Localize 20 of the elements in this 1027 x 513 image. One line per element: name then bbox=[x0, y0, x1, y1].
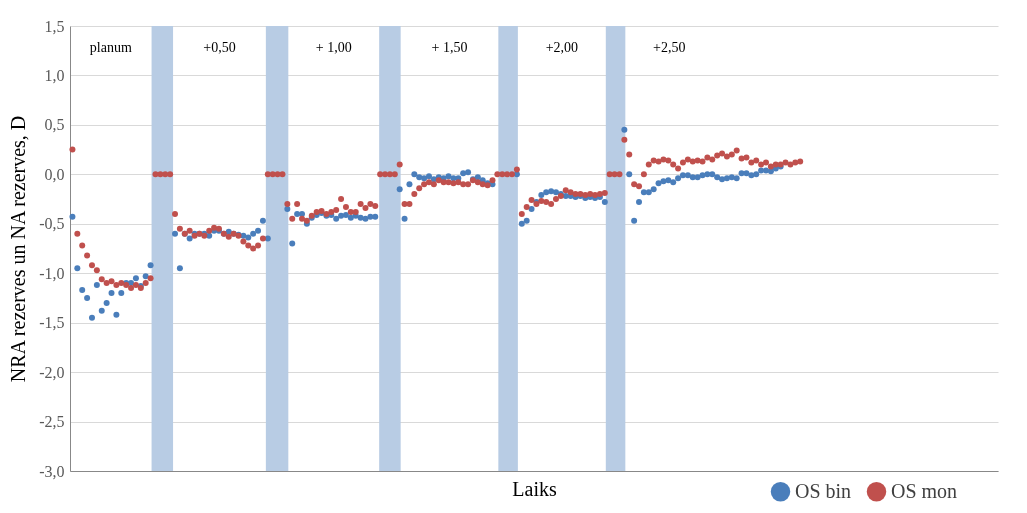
y-tick-label: 1,0 bbox=[44, 66, 65, 84]
legend-label: OS mon bbox=[891, 479, 958, 502]
y-tick-label: 0,0 bbox=[44, 165, 65, 183]
x-axis-title: Laiks bbox=[512, 477, 557, 500]
y-tick-label: -3,0 bbox=[39, 462, 65, 480]
y-tick-label: -2,0 bbox=[39, 363, 65, 381]
annotation: +2,50 bbox=[653, 40, 686, 55]
annotation: + 1,00 bbox=[315, 40, 352, 55]
y-tick-label: -0,5 bbox=[39, 215, 65, 233]
annotation: planum bbox=[89, 40, 132, 55]
annotation: + 1,50 bbox=[431, 40, 468, 55]
legend-label: OS bin bbox=[795, 479, 852, 502]
y-axis-title: NRA rezerves un NA rezerves, D bbox=[7, 115, 30, 383]
y-tick-label: 1,5 bbox=[44, 17, 65, 35]
y-tick-label: -2,5 bbox=[39, 413, 65, 431]
y-tick-label: 0,5 bbox=[44, 116, 65, 134]
y-tick-label: -1,0 bbox=[39, 264, 65, 282]
y-tick-label: -1,5 bbox=[39, 314, 65, 332]
annotation: +2,00 bbox=[545, 40, 579, 55]
annotation: +0,50 bbox=[203, 40, 236, 55]
